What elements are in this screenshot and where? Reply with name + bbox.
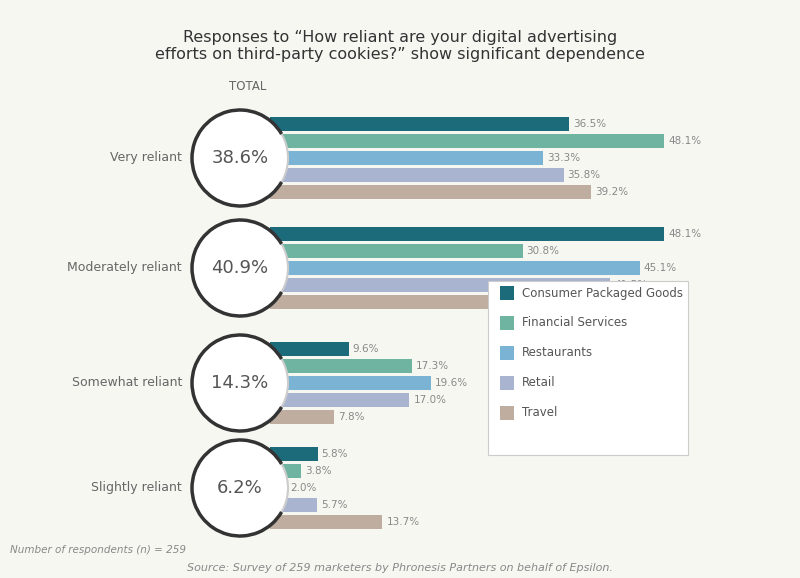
Text: 17.0%: 17.0% <box>414 395 446 405</box>
Text: 9.6%: 9.6% <box>353 344 379 354</box>
Text: Travel: Travel <box>522 406 558 420</box>
Bar <box>270 464 301 478</box>
Circle shape <box>192 335 288 431</box>
Text: 33.3%: 33.3% <box>547 153 580 163</box>
Text: 19.6%: 19.6% <box>434 378 468 388</box>
Text: Retail: Retail <box>522 376 556 390</box>
Text: 5.8%: 5.8% <box>322 449 348 459</box>
Text: 5.7%: 5.7% <box>321 500 347 510</box>
Text: Consumer Packaged Goods: Consumer Packaged Goods <box>522 287 683 299</box>
Bar <box>270 376 430 390</box>
Bar <box>500 406 514 420</box>
Text: 6.2%: 6.2% <box>217 479 263 497</box>
Bar <box>270 244 522 258</box>
Bar <box>270 278 610 292</box>
Text: Financial Services: Financial Services <box>522 317 627 329</box>
Text: 41.5%: 41.5% <box>614 280 647 290</box>
Bar <box>270 185 591 199</box>
Bar <box>270 117 570 131</box>
Bar <box>270 134 665 148</box>
Text: 17.3%: 17.3% <box>416 361 449 371</box>
Bar <box>270 342 349 356</box>
Text: Slightly reliant: Slightly reliant <box>91 481 182 495</box>
Bar <box>270 410 334 424</box>
Text: 48.1%: 48.1% <box>669 136 702 146</box>
Bar <box>500 286 514 300</box>
Bar <box>270 261 640 275</box>
Text: Somewhat reliant: Somewhat reliant <box>72 376 182 390</box>
Text: 39.2%: 39.2% <box>595 187 629 197</box>
Bar <box>500 316 514 330</box>
Bar <box>270 498 317 512</box>
Bar <box>270 295 591 309</box>
Text: 48.1%: 48.1% <box>669 229 702 239</box>
Bar <box>270 359 412 373</box>
Bar <box>270 151 543 165</box>
Text: Restaurants: Restaurants <box>522 346 593 360</box>
Text: 40.9%: 40.9% <box>211 259 269 277</box>
Text: 38.6%: 38.6% <box>211 149 269 167</box>
Text: Very reliant: Very reliant <box>110 151 182 165</box>
Bar <box>270 393 410 407</box>
Text: 2.0%: 2.0% <box>290 483 317 493</box>
Text: 30.8%: 30.8% <box>526 246 559 256</box>
Text: Responses to “How reliant are your digital advertising
efforts on third-party co: Responses to “How reliant are your digit… <box>155 30 645 62</box>
Circle shape <box>192 440 288 536</box>
Circle shape <box>192 110 288 206</box>
Circle shape <box>192 220 288 316</box>
FancyBboxPatch shape <box>488 281 688 455</box>
Bar <box>270 227 665 241</box>
Bar <box>500 346 514 360</box>
Text: 14.3%: 14.3% <box>211 374 269 392</box>
Text: Moderately reliant: Moderately reliant <box>67 261 182 275</box>
Text: 35.8%: 35.8% <box>567 170 601 180</box>
Bar <box>270 168 563 182</box>
Text: Source: Survey of 259 marketers by Phronesis Partners on behalf of Epsilon.: Source: Survey of 259 marketers by Phron… <box>187 563 613 573</box>
Bar <box>270 481 286 495</box>
Text: Number of respondents (n) = 259: Number of respondents (n) = 259 <box>10 545 186 555</box>
Text: 7.8%: 7.8% <box>338 412 365 422</box>
Bar <box>270 447 318 461</box>
Text: 3.8%: 3.8% <box>305 466 332 476</box>
Text: 45.1%: 45.1% <box>644 263 677 273</box>
Bar <box>270 515 382 529</box>
Text: 36.5%: 36.5% <box>574 119 606 129</box>
Text: TOTAL: TOTAL <box>230 80 266 93</box>
Text: 39.2%: 39.2% <box>595 297 629 307</box>
Text: 13.7%: 13.7% <box>386 517 419 527</box>
Bar <box>500 376 514 390</box>
